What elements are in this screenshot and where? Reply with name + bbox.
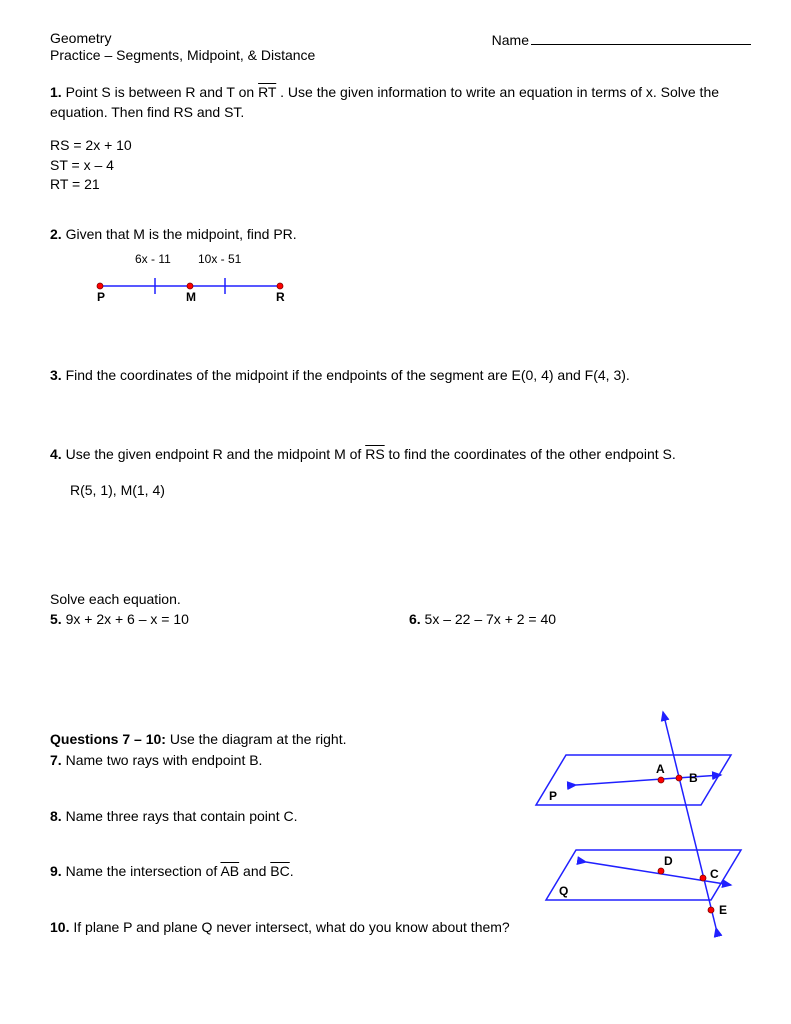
name-blank [531, 30, 751, 45]
q710-header: Questions 7 – 10: Use the diagram at the… [50, 730, 521, 750]
q9-seg2: BC [270, 863, 289, 879]
point-r [277, 283, 283, 289]
q3-text: Find the coordinates of the midpoint if … [62, 367, 630, 383]
q4-given: R(5, 1), M(1, 4) [70, 481, 751, 501]
question-6: 6. 5x – 22 – 7x + 2 = 40 [409, 610, 556, 630]
q1-segment: RT [258, 84, 276, 100]
q7-text: Name two rays with endpoint B. [62, 752, 263, 768]
plane-p [536, 755, 731, 805]
label-e: E [719, 903, 727, 917]
seg-label-1: 6x - 11 [135, 252, 171, 266]
line-bce [663, 712, 716, 928]
q9-end: . [290, 863, 294, 879]
label-c: C [710, 867, 719, 881]
q9-text-a: Name the intersection of [62, 863, 221, 879]
q1-text-a: Point S is between R and T on [62, 84, 258, 100]
q7-number: 7. [50, 752, 62, 768]
point-e [708, 907, 714, 913]
label-m: M [186, 290, 196, 304]
question-10: 10. If plane P and plane Q never interse… [50, 918, 521, 938]
question-5: 5. 9x + 2x + 6 – x = 10 [50, 610, 189, 630]
q2-number: 2. [50, 226, 62, 242]
q1-st: ST = x – 4 [50, 156, 751, 176]
q710-header-text: Use the diagram at the right. [166, 731, 347, 747]
q2-text: Given that M is the midpoint, find PR. [62, 226, 297, 242]
planes-diagram: P Q A B D C E [521, 700, 751, 960]
questions-7-10: Questions 7 – 10: Use the diagram at the… [50, 730, 751, 960]
planes-svg: P Q A B D C E [521, 700, 751, 960]
q4-text-a: Use the given endpoint R and the midpoin… [62, 446, 366, 462]
label-b: B [689, 771, 698, 785]
question-7: 7. Name two rays with endpoint B. [50, 751, 521, 771]
label-plane-q: Q [559, 884, 568, 898]
point-d [658, 868, 664, 874]
q1-rt: RT = 21 [50, 175, 751, 195]
q4-segment: RS [365, 446, 384, 462]
question-2: 2. Given that M is the midpoint, find PR… [50, 225, 751, 306]
solve-header: Solve each equation. [50, 590, 751, 610]
q1-given: RS = 2x + 10 ST = x – 4 RT = 21 [50, 136, 751, 195]
q9-number: 9. [50, 863, 62, 879]
q4-number: 4. [50, 446, 62, 462]
q5-number: 5. [50, 611, 62, 627]
label-r: R [276, 290, 285, 304]
point-c [700, 875, 706, 881]
label-p: P [97, 290, 105, 304]
name-field: Name [492, 30, 751, 48]
q8-number: 8. [50, 808, 62, 824]
solve-section: Solve each equation. 5. 9x + 2x + 6 – x … [50, 590, 751, 629]
point-a [658, 777, 664, 783]
q6-text: 5x – 22 – 7x + 2 = 40 [421, 611, 556, 627]
segment-diagram: 6x - 11 10x - 51 P M R [70, 251, 290, 306]
q1-number: 1. [50, 84, 62, 100]
subtitle: Practice – Segments, Midpoint, & Distanc… [50, 47, 315, 63]
page: Geometry Practice – Segments, Midpoint, … [0, 0, 791, 990]
q9-mid: and [239, 863, 270, 879]
label-plane-p: P [549, 789, 557, 803]
point-p [97, 283, 103, 289]
seg-label-2: 10x - 51 [198, 252, 242, 266]
label-d: D [664, 854, 673, 868]
q710-header-bold: Questions 7 – 10: [50, 731, 166, 747]
q10-text: If plane P and plane Q never intersect, … [69, 919, 509, 935]
q5-q6-row: 5. 9x + 2x + 6 – x = 10 6. 5x – 22 – 7x … [50, 610, 751, 630]
q2-diagram: 6x - 11 10x - 51 P M R [70, 251, 751, 306]
q5-text: 9x + 2x + 6 – x = 10 [62, 611, 189, 627]
course-title: Geometry [50, 30, 315, 46]
header: Geometry Practice – Segments, Midpoint, … [50, 30, 751, 63]
q10-number: 10. [50, 919, 69, 935]
q3-number: 3. [50, 367, 62, 383]
q9-seg1: AB [220, 863, 239, 879]
point-b [676, 775, 682, 781]
q4-text-b: to find the coordinates of the other end… [385, 446, 676, 462]
q8-text: Name three rays that contain point C. [62, 808, 298, 824]
q6-number: 6. [409, 611, 421, 627]
ray-ab [576, 775, 721, 785]
question-9: 9. Name the intersection of AB and BC. [50, 862, 521, 882]
label-a: A [656, 762, 665, 776]
question-1: 1. Point S is between R and T on RT . Us… [50, 83, 751, 195]
name-label: Name [492, 32, 529, 48]
question-8: 8. Name three rays that contain point C. [50, 807, 521, 827]
q1-rs: RS = 2x + 10 [50, 136, 751, 156]
point-m [187, 283, 193, 289]
question-4: 4. Use the given endpoint R and the midp… [50, 445, 751, 500]
question-3: 3. Find the coordinates of the midpoint … [50, 366, 751, 386]
